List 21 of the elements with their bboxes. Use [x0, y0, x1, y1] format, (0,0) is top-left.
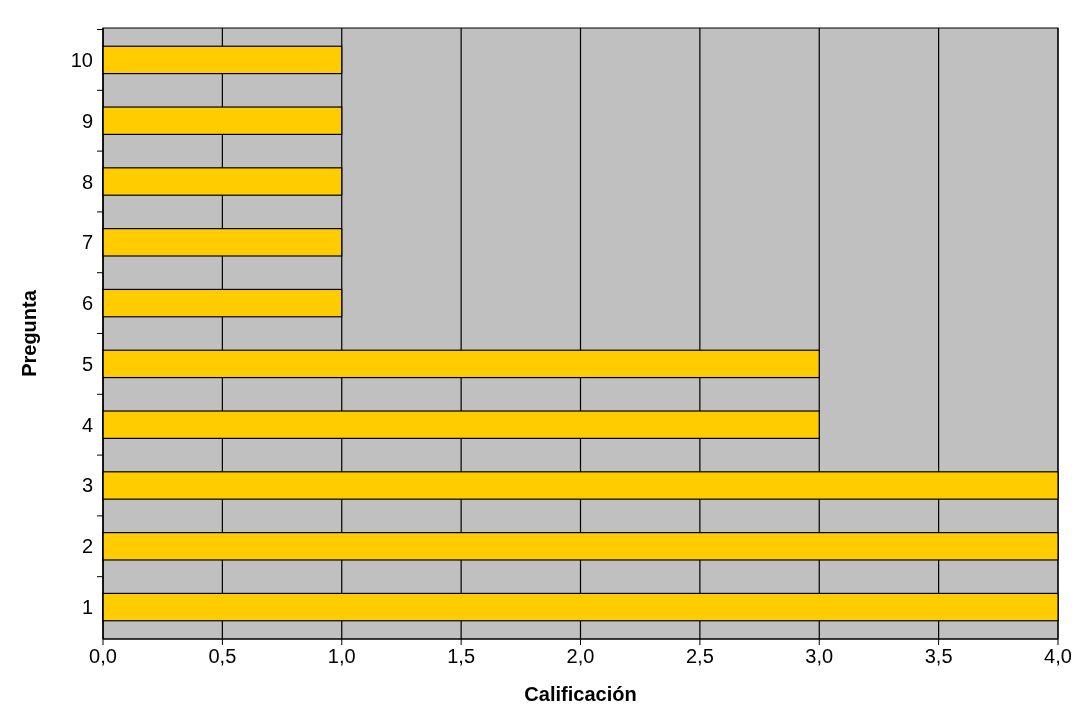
x-tick-label: 1,0 [327, 645, 356, 667]
x-tick-label: 3,0 [805, 645, 834, 667]
x-tick-label: 4,0 [1044, 645, 1072, 667]
x-tick-label: 2,0 [566, 645, 595, 667]
x-tick-label: 2,5 [685, 645, 714, 667]
y-tick-label: 10 [70, 48, 93, 71]
y-tick-label: 6 [81, 292, 93, 315]
x-tick-label: 0,0 [89, 645, 117, 667]
x-tick-label: 0,5 [208, 645, 237, 667]
x-tick-label: 3,5 [924, 645, 953, 667]
y-tick-label: 3 [81, 474, 93, 497]
y-tick-label: 9 [81, 109, 93, 132]
y-tick-label: 1 [81, 596, 93, 619]
y-tick-label: 7 [81, 231, 93, 254]
y-axis-title: Pregunta [18, 289, 40, 377]
y-tick-label: 2 [81, 535, 93, 558]
y-tick-label: 8 [81, 170, 93, 193]
x-tick-label: 1,5 [447, 645, 476, 667]
x-axis-title: Calificación [524, 683, 637, 705]
y-tick-label: 4 [81, 413, 93, 436]
y-tick-label: 5 [81, 352, 93, 375]
